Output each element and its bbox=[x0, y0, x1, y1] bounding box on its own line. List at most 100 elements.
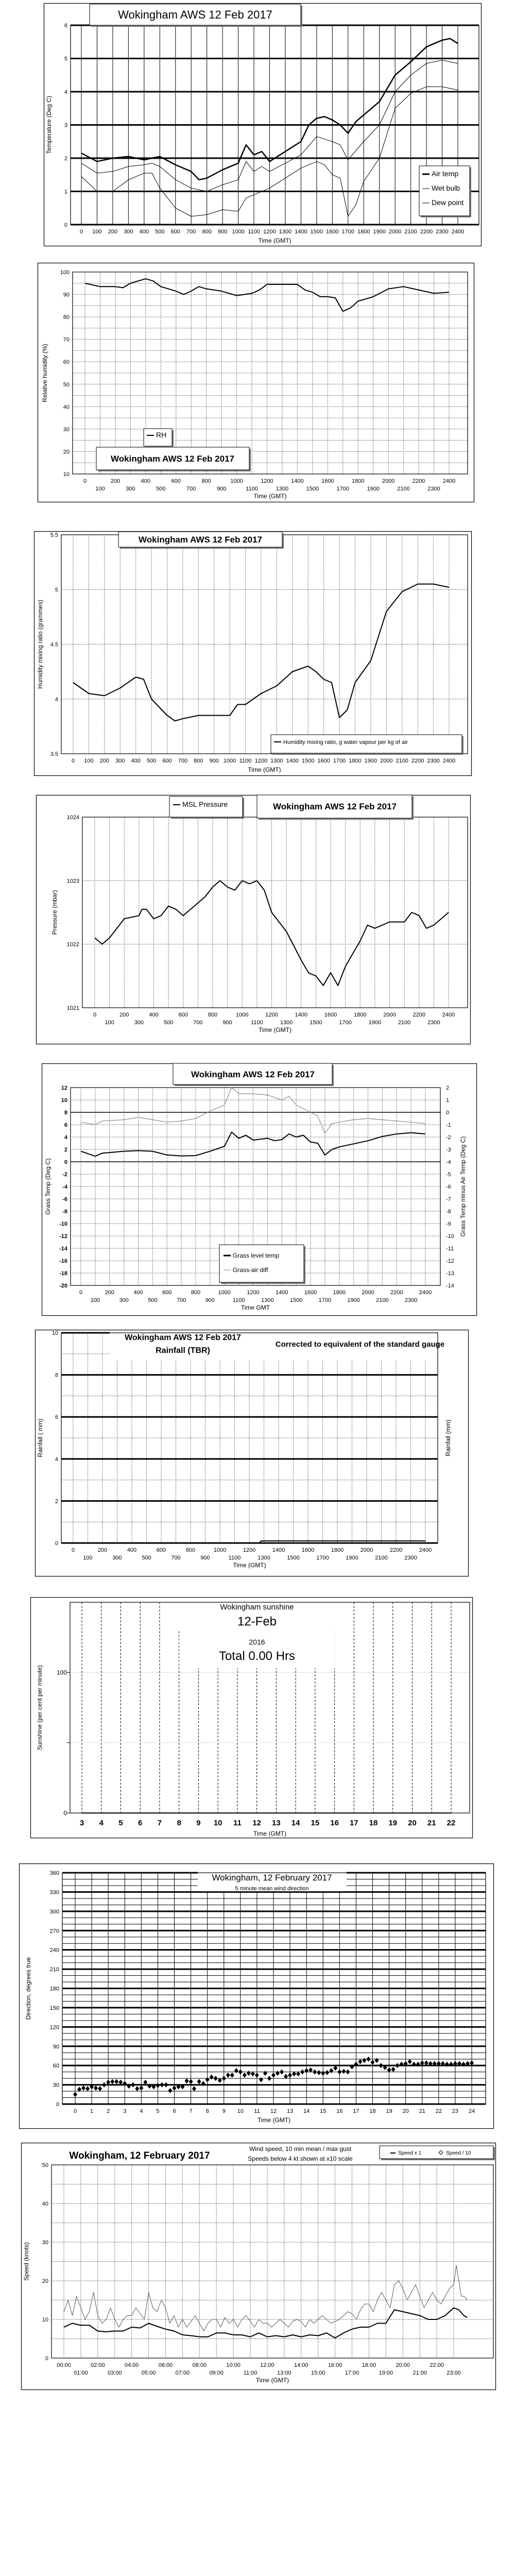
x-tick-label: 1 bbox=[90, 2108, 93, 2114]
x-tick-label: 900 bbox=[200, 1555, 210, 1561]
y-tick-label: 40 bbox=[42, 2201, 48, 2207]
y-tick-label: 210 bbox=[50, 1967, 59, 1973]
data-point bbox=[465, 2061, 470, 2066]
x-tick-label: 2000 bbox=[380, 758, 392, 764]
x-tick-label: 400 bbox=[127, 1547, 136, 1553]
x-axis-title: Time (GMT) bbox=[253, 1830, 286, 1837]
y2-tick-label: -1 bbox=[446, 1122, 451, 1128]
data-point bbox=[164, 2082, 168, 2088]
x-tick-label: 1800 bbox=[349, 758, 361, 764]
y-tick-label: 1024 bbox=[67, 815, 79, 821]
title-area bbox=[179, 1628, 335, 1668]
x-tick-label: 2000 bbox=[389, 229, 401, 235]
data-point bbox=[192, 2086, 196, 2092]
y2-tick-label: -12 bbox=[446, 1258, 454, 1264]
x-tick-label: 200 bbox=[119, 1012, 129, 1018]
data-point bbox=[453, 2061, 457, 2066]
x-tick-label: 1100 bbox=[233, 1297, 245, 1303]
y-tick-label: 10 bbox=[52, 1330, 58, 1336]
y-tick-label: 0 bbox=[56, 2102, 59, 2108]
y-tick-label: 1022 bbox=[67, 942, 79, 948]
x-axis-title: Time (GMT) bbox=[253, 493, 286, 500]
x-tick-label: 1100 bbox=[248, 229, 260, 235]
x-tick-label: 4 bbox=[140, 2108, 143, 2114]
data-point bbox=[407, 2059, 412, 2064]
legend-label: Wet bulb bbox=[432, 184, 460, 192]
x-tick-label: 1800 bbox=[357, 229, 370, 235]
y-axis-title: Direction, degrees true bbox=[25, 1957, 32, 2020]
chart-2: 0 100 200 300 400 500 600 700 800 900 100011001200… bbox=[37, 262, 475, 503]
x-axis-title: Time GMT bbox=[241, 1304, 270, 1311]
x-tick-label: 09:00 bbox=[209, 2370, 224, 2376]
x-tick-label: 1000 bbox=[214, 1547, 226, 1553]
x-tick-label: 2300 bbox=[436, 229, 448, 235]
x-tick-label: 0 bbox=[72, 758, 75, 764]
label-box bbox=[219, 1244, 304, 1283]
y-tick-label: 90 bbox=[63, 292, 70, 298]
x-tick-label: 3 bbox=[123, 2108, 126, 2114]
y-tick-label: -4 bbox=[62, 1184, 68, 1190]
legend-label: Humidity mixing ratio, g water vapour pe… bbox=[283, 739, 408, 745]
y-tick-label: 1021 bbox=[67, 1005, 79, 1011]
x-tick-label: 1400 bbox=[272, 1547, 285, 1553]
x-tick-label: 6 bbox=[173, 2108, 176, 2114]
title-area bbox=[172, 1598, 344, 1631]
data-point bbox=[366, 2056, 371, 2062]
data-point bbox=[213, 2076, 218, 2081]
x-tick-label: 22:00 bbox=[430, 2362, 444, 2368]
x-tick-label: 01:00 bbox=[74, 2370, 88, 2376]
data-point bbox=[73, 2092, 77, 2097]
chart-title: Wokingham AWS 12 Feb 2017 bbox=[111, 454, 234, 464]
x-tick-label: 700 bbox=[193, 1020, 202, 1026]
data-point bbox=[284, 2074, 288, 2079]
x-tick-label: 1500 bbox=[290, 1297, 302, 1303]
x-tick-label: 2200 bbox=[420, 229, 433, 235]
data-point bbox=[436, 2061, 441, 2066]
x-tick-label: 1800 bbox=[354, 1012, 366, 1018]
y2-tick-label: 1 bbox=[446, 1097, 449, 1104]
chart-frame bbox=[19, 1863, 494, 2129]
x-tick-label: 7 bbox=[190, 2108, 193, 2114]
x-tick-label: 400 bbox=[141, 478, 150, 484]
x-tick-label: 1500 bbox=[306, 486, 319, 492]
data-point bbox=[172, 2085, 177, 2091]
chart-5: 0100200300400500600700800900100011001200… bbox=[41, 1063, 477, 1316]
y-tick-label: 3 bbox=[64, 123, 67, 129]
y-tick-label: 6 bbox=[64, 23, 67, 29]
x-tick-label: 05:00 bbox=[142, 2370, 156, 2376]
x-tick-label: 2400 bbox=[443, 758, 455, 764]
x-tick-label: 6 bbox=[138, 1819, 142, 1827]
x-tick-label: 1800 bbox=[352, 478, 364, 484]
chart-title: Wokingham, 12 February 2017 bbox=[69, 2150, 210, 2161]
x-axis-title: Time (GMT) bbox=[256, 2377, 289, 2384]
x-tick-label: 1000 bbox=[232, 229, 244, 235]
y-tick-label: 70 bbox=[63, 337, 70, 343]
y-tick-label: 10 bbox=[63, 471, 70, 478]
x-tick-label: 13 bbox=[272, 1819, 281, 1827]
x-tick-label: 500 bbox=[142, 1555, 151, 1561]
plot-area bbox=[51, 2164, 494, 2359]
x-tick-label: 700 bbox=[178, 758, 187, 764]
legend-label: Air temp bbox=[432, 170, 458, 178]
data-point bbox=[329, 2068, 334, 2074]
x-tick-label: 23 bbox=[452, 2108, 458, 2114]
y-tick-label: -6 bbox=[62, 1196, 67, 1202]
plot-area bbox=[70, 1087, 441, 1286]
x-tick-label: 1400 bbox=[295, 1012, 307, 1018]
y-tick-label: 2 bbox=[64, 1147, 67, 1153]
y-tick-label: 4 bbox=[55, 1456, 58, 1463]
data-point bbox=[156, 2082, 160, 2088]
y-tick-label: 80 bbox=[63, 314, 70, 320]
data-point bbox=[106, 2079, 111, 2085]
x-tick-label: 1400 bbox=[295, 229, 307, 235]
x-tick-label: 900 bbox=[210, 758, 219, 764]
y-tick-label: 5 bbox=[64, 56, 67, 62]
y-tick-label: 330 bbox=[50, 1889, 59, 1895]
data-point bbox=[139, 2085, 144, 2091]
x-tick-label: 8 bbox=[177, 1819, 181, 1827]
data-point bbox=[325, 2070, 330, 2075]
y-tick-label: 6 bbox=[55, 1414, 58, 1420]
x-tick-label: 2100 bbox=[398, 1020, 410, 1026]
x-tick-label: 1700 bbox=[342, 229, 354, 235]
x-tick-label: 800 bbox=[202, 229, 211, 235]
